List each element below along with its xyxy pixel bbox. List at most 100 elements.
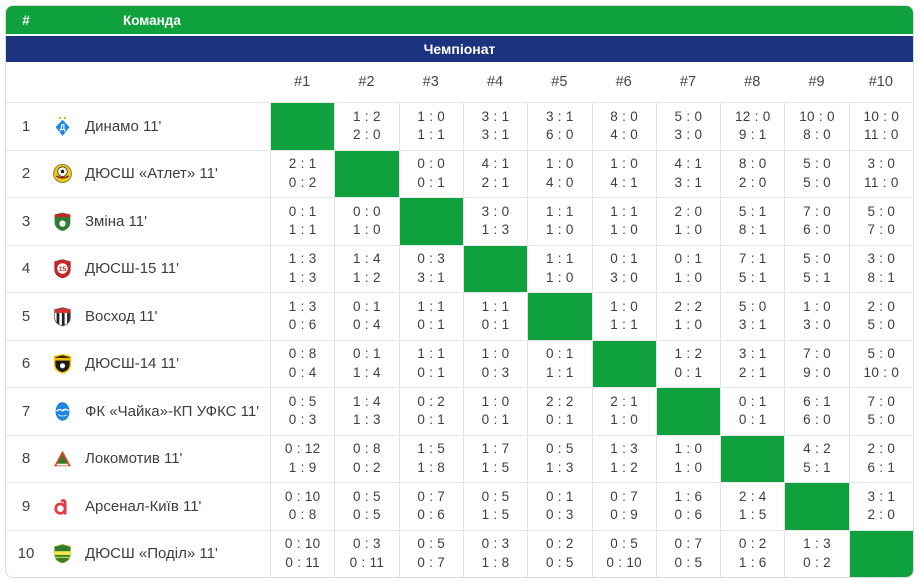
score-cell[interactable]: 1 : 1 1 : 0	[527, 245, 591, 292]
score-cell[interactable]: 0 : 5 1 : 3	[527, 435, 591, 482]
score-cell[interactable]: 4 : 1 2 : 1	[462, 150, 527, 197]
team-cell[interactable]: ДЮСШ-14 11'	[46, 341, 270, 388]
score-cell[interactable]: 1 : 0 4 : 0	[527, 150, 591, 197]
score-cell[interactable]: 1 : 0 1 : 1	[398, 103, 463, 150]
score-cell[interactable]: 0 : 5 0 : 10	[591, 530, 656, 577]
team-cell[interactable]: Д Динамо 11'	[46, 103, 270, 150]
score-cell[interactable]: 3 : 0 11 : 0	[848, 150, 913, 197]
score-cell[interactable]: 12 : 0 9 : 1	[720, 103, 784, 150]
score-cell[interactable]: 0 : 1 1 : 0	[655, 245, 720, 292]
score-cell[interactable]: 2 : 0 6 : 1	[848, 435, 913, 482]
score-cell[interactable]: 2 : 0 1 : 0	[655, 198, 720, 245]
score-cell[interactable]: 0 : 1 1 : 1	[527, 340, 591, 387]
score-cell[interactable]: 1 : 0 1 : 0	[655, 435, 720, 482]
score-cell[interactable]: 0 : 2 0 : 5	[527, 530, 591, 577]
score-cell[interactable]: 0 : 2 0 : 1	[398, 388, 463, 435]
score-cell[interactable]: 0 : 3 0 : 11	[334, 530, 398, 577]
score-cell[interactable]: 1 : 3 0 : 2	[784, 530, 848, 577]
score-cell[interactable]: 1 : 1 1 : 0	[527, 198, 591, 245]
score-cell[interactable]: 4 : 2 5 : 1	[784, 435, 848, 482]
score-cell[interactable]: 2 : 2 0 : 1	[527, 388, 591, 435]
score-cell[interactable]: 2 : 0 5 : 0	[848, 293, 913, 340]
score-cell[interactable]: 5 : 0 3 : 0	[655, 103, 720, 150]
score-cell[interactable]: 0 : 5 1 : 5	[462, 483, 527, 530]
score-cell[interactable]: 0 : 10 0 : 11	[270, 530, 334, 577]
score-cell[interactable]: 1 : 3 0 : 6	[270, 293, 334, 340]
score-cell[interactable]: 5 : 0 3 : 1	[720, 293, 784, 340]
score-cell[interactable]: 0 : 7 0 : 9	[591, 483, 656, 530]
score-cell[interactable]: 3 : 1 3 : 1	[462, 103, 527, 150]
score-cell[interactable]: 0 : 12 1 : 9	[270, 435, 334, 482]
score-cell[interactable]: 0 : 1 3 : 0	[591, 245, 656, 292]
team-cell[interactable]: Зміна 11'	[46, 198, 270, 245]
score-cell[interactable]: 1 : 1 0 : 1	[398, 340, 463, 387]
score-cell[interactable]: 1 : 3 1 : 2	[591, 435, 656, 482]
score-cell[interactable]: 1 : 0 1 : 1	[591, 293, 656, 340]
team-cell[interactable]: Локомотив 11'	[46, 436, 270, 483]
score-cell[interactable]: 2 : 4 1 : 5	[720, 483, 784, 530]
score-cell[interactable]: 0 : 3 1 : 8	[462, 530, 527, 577]
score-cell[interactable]: 0 : 1 0 : 4	[334, 293, 398, 340]
score-cell[interactable]: 0 : 10 0 : 8	[270, 483, 334, 530]
score-cell[interactable]: 3 : 0 1 : 3	[462, 198, 527, 245]
score-cell[interactable]: 2 : 2 1 : 0	[655, 293, 720, 340]
score-cell[interactable]: 10 : 0 8 : 0	[784, 103, 848, 150]
team-cell[interactable]: 15 ДЮСШ-15 11'	[46, 246, 270, 293]
score-cell[interactable]: 0 : 1 0 : 3	[527, 483, 591, 530]
team-cell[interactable]: ФК «Чайка»-КП УФКС 11'	[46, 388, 270, 435]
score-cell[interactable]: 1 : 1 0 : 1	[398, 293, 463, 340]
score-cell[interactable]: 4 : 1 3 : 1	[655, 150, 720, 197]
score-cell[interactable]: 1 : 0 3 : 0	[784, 293, 848, 340]
score-cell[interactable]: 5 : 0 5 : 1	[784, 245, 848, 292]
score-cell[interactable]: 0 : 0 0 : 1	[398, 150, 463, 197]
score-cell[interactable]: 5 : 0 7 : 0	[848, 198, 913, 245]
score-cell[interactable]: 1 : 1 0 : 1	[462, 293, 527, 340]
score-cell[interactable]: 2 : 1 0 : 2	[270, 150, 334, 197]
score-cell[interactable]: 5 : 0 10 : 0	[848, 340, 913, 387]
score-cell[interactable]: 1 : 0 0 : 1	[462, 388, 527, 435]
score-cell[interactable]: 5 : 0 5 : 0	[784, 150, 848, 197]
score-cell[interactable]: 8 : 0 4 : 0	[591, 103, 656, 150]
score-cell[interactable]: 7 : 0 9 : 0	[784, 340, 848, 387]
score-cell[interactable]: 8 : 0 2 : 0	[720, 150, 784, 197]
score-cell[interactable]: 3 : 0 8 : 1	[848, 245, 913, 292]
team-cell[interactable]: Арсенал-Київ 11'	[46, 483, 270, 530]
score-cell[interactable]: 3 : 1 6 : 0	[527, 103, 591, 150]
score-cell[interactable]: 0 : 5 0 : 7	[398, 530, 463, 577]
score-cell[interactable]: 1 : 5 1 : 8	[398, 435, 463, 482]
score-cell[interactable]: 0 : 5 0 : 3	[270, 388, 334, 435]
score-cell[interactable]: 0 : 0 1 : 0	[334, 198, 398, 245]
score-cell[interactable]: 2 : 1 1 : 0	[591, 388, 656, 435]
score-cell[interactable]: 1 : 2 0 : 1	[655, 340, 720, 387]
team-cell[interactable]: ДЮСШ «Атлет» 11'	[46, 151, 270, 198]
score-cell[interactable]: 0 : 1 0 : 1	[720, 388, 784, 435]
score-cell[interactable]: 1 : 7 1 : 5	[462, 435, 527, 482]
score-cell[interactable]: 1 : 3 1 : 3	[270, 245, 334, 292]
score-cell[interactable]: 0 : 1 1 : 4	[334, 340, 398, 387]
score-cell[interactable]: 0 : 8 0 : 2	[334, 435, 398, 482]
score-cell[interactable]: 0 : 2 1 : 6	[720, 530, 784, 577]
score-cell[interactable]: 0 : 1 1 : 1	[270, 198, 334, 245]
score-cell[interactable]: 1 : 2 2 : 0	[334, 103, 398, 150]
score-cell[interactable]: 1 : 0 4 : 1	[591, 150, 656, 197]
score-cell[interactable]: 6 : 1 6 : 0	[784, 388, 848, 435]
score-cell[interactable]: 10 : 0 11 : 0	[848, 103, 913, 150]
score-cell[interactable]: 0 : 7 0 : 6	[398, 483, 463, 530]
score-cell[interactable]: 0 : 3 3 : 1	[398, 245, 463, 292]
score-cell[interactable]: 1 : 1 1 : 0	[591, 198, 656, 245]
score-cell[interactable]: 0 : 8 0 : 4	[270, 340, 334, 387]
team-cell[interactable]: Восход 11'	[46, 293, 270, 340]
score-cell[interactable]: 1 : 4 1 : 3	[334, 388, 398, 435]
score-cell[interactable]: 0 : 5 0 : 5	[334, 483, 398, 530]
score-cell[interactable]: 1 : 4 1 : 2	[334, 245, 398, 292]
score-cell[interactable]: 7 : 0 6 : 0	[784, 198, 848, 245]
score-cell[interactable]: 1 : 6 0 : 6	[655, 483, 720, 530]
score-cell[interactable]: 3 : 1 2 : 1	[720, 340, 784, 387]
score-cell[interactable]: 5 : 1 8 : 1	[720, 198, 784, 245]
score-cell[interactable]: 0 : 7 0 : 5	[655, 530, 720, 577]
score-cell[interactable]: 1 : 0 0 : 3	[462, 340, 527, 387]
score-cell[interactable]: 3 : 1 2 : 0	[848, 483, 913, 530]
team-cell[interactable]: ДЮСШ «Поділ» 11'	[46, 531, 270, 578]
score-cell[interactable]: 7 : 0 5 : 0	[848, 388, 913, 435]
score-cell[interactable]: 7 : 1 5 : 1	[720, 245, 784, 292]
